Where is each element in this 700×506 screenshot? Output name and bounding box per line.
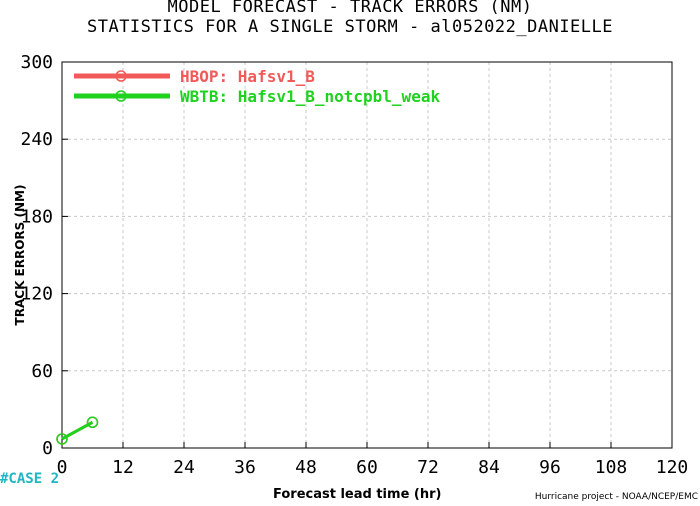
y-tick-label: 60	[31, 361, 53, 382]
chart-subtitle: STATISTICS FOR A SINGLE STORM - al052022…	[86, 17, 613, 37]
x-tick-label: 0	[57, 457, 68, 478]
series-lines	[56, 416, 99, 445]
x-tick-label: 24	[173, 457, 195, 478]
legend-swatch-marker	[115, 70, 127, 82]
y-tick-label: 0	[42, 438, 53, 459]
y-tick-label: 120	[20, 284, 53, 305]
case-count-label: #CASE 2	[0, 471, 60, 487]
y-tick-label: 300	[20, 52, 53, 73]
chart-title: MODEL FORECAST - TRACK ERRORS (NM)	[167, 0, 533, 17]
x-tick-label: 108	[595, 457, 628, 478]
x-tick-label: 36	[234, 457, 256, 478]
legend-swatch-marker	[115, 90, 127, 102]
legend-entry-label: HBOP: Hafsv1_B	[180, 67, 315, 86]
x-tick-label: 84	[478, 457, 500, 478]
series-line	[61, 420, 94, 441]
series-point	[86, 416, 99, 429]
x-tick-label: 120	[656, 457, 689, 478]
legend-entry-label: WBTB: Hafsv1_B_notcpbl_weak	[180, 87, 440, 106]
x-axis-label: Forecast lead time (hr)	[273, 487, 442, 502]
y-tick-label: 180	[20, 206, 53, 227]
x-tick-label: 60	[356, 457, 378, 478]
grid-lines	[62, 62, 672, 448]
series-point	[56, 433, 68, 445]
y-tick-label: 240	[20, 129, 53, 150]
x-tick-label: 72	[417, 457, 439, 478]
credit-label: Hurricane project - NOAA/NCEP/EMC	[534, 492, 698, 502]
x-tick-label: 12	[112, 457, 134, 478]
axis-ticks: 0 12 24 36 48 60 72 84 96 108 120 0 60 120 180 240 300	[20, 52, 688, 478]
x-tick-label: 48	[295, 457, 317, 478]
y-axis-label: TRACK ERRORS (NM)	[13, 184, 27, 326]
x-tick-label: 96	[539, 457, 561, 478]
